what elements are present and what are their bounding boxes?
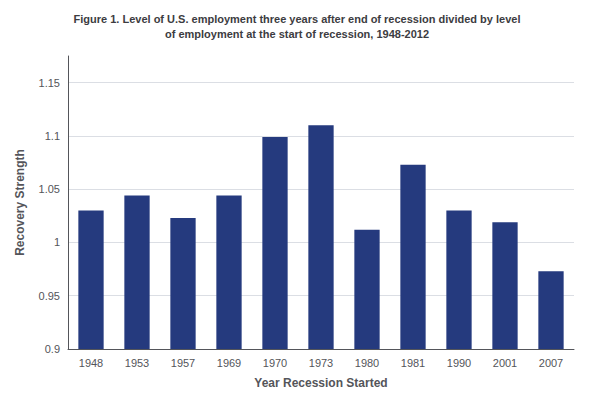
svg-text:1.1: 1.1 xyxy=(45,130,60,142)
svg-text:0.9: 0.9 xyxy=(45,343,60,355)
svg-text:1953: 1953 xyxy=(125,357,149,369)
svg-text:1957: 1957 xyxy=(171,357,195,369)
svg-text:1.15: 1.15 xyxy=(39,77,60,89)
svg-text:1948: 1948 xyxy=(79,357,103,369)
svg-text:0.95: 0.95 xyxy=(39,290,60,302)
svg-text:1980: 1980 xyxy=(355,357,379,369)
svg-text:1990: 1990 xyxy=(447,357,471,369)
svg-text:1970: 1970 xyxy=(263,357,287,369)
svg-text:1: 1 xyxy=(54,236,60,248)
svg-text:Recovery Strength: Recovery Strength xyxy=(13,149,27,256)
svg-text:2007: 2007 xyxy=(539,357,563,369)
svg-text:2001: 2001 xyxy=(493,357,517,369)
svg-text:Year Recession Started: Year Recession Started xyxy=(254,376,387,390)
svg-text:1973: 1973 xyxy=(309,357,333,369)
svg-text:1.05: 1.05 xyxy=(39,183,60,195)
svg-text:1981: 1981 xyxy=(401,357,425,369)
svg-text:of employment at the start of: of employment at the start of recession,… xyxy=(165,28,429,40)
svg-text:Figure 1. Level of U.S. employ: Figure 1. Level of U.S. employment three… xyxy=(74,13,521,25)
svg-text:1969: 1969 xyxy=(217,357,241,369)
